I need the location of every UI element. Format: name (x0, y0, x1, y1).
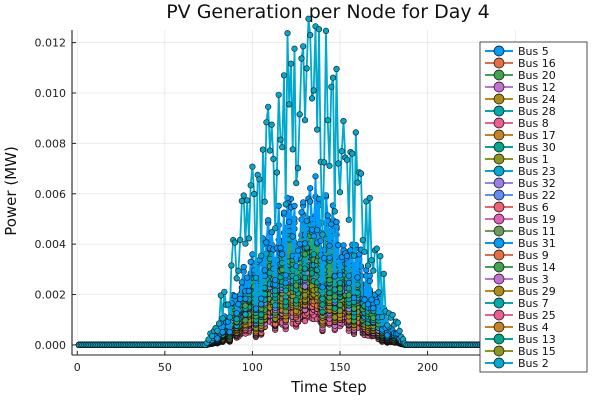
y-tick-label: 0.004 (35, 238, 67, 251)
data-point (336, 301, 344, 309)
x-tick-label: 150 (330, 361, 351, 374)
y-axis-label: Power (MW) (2, 146, 20, 236)
y-tick-label: 0.006 (35, 188, 67, 201)
y-tick-label: 0.012 (35, 37, 67, 50)
x-tick-label: 0 (74, 361, 81, 374)
data-point (331, 314, 338, 321)
y-tick-label: 0.008 (35, 137, 67, 150)
chart-title: PV Generation per Node for Day 4 (166, 1, 490, 23)
x-tick-label: 50 (158, 361, 172, 374)
y-tick-label: 0.010 (35, 87, 67, 100)
data-point (336, 307, 344, 314)
data-point (301, 292, 309, 299)
x-tick-label: 100 (242, 361, 263, 374)
data-point (301, 283, 309, 290)
y-tick-label: 0.002 (35, 289, 67, 302)
y-tick-label: 0.000 (35, 339, 67, 352)
x-axis-label: Time Step (290, 378, 367, 396)
data-point (301, 318, 309, 325)
x-tick-label: 200 (417, 361, 438, 374)
axes: 0 50 100 150 200 0.000 0.002 0.004 0.006 0.008 0.0… (35, 30, 587, 374)
data-point (242, 317, 249, 324)
